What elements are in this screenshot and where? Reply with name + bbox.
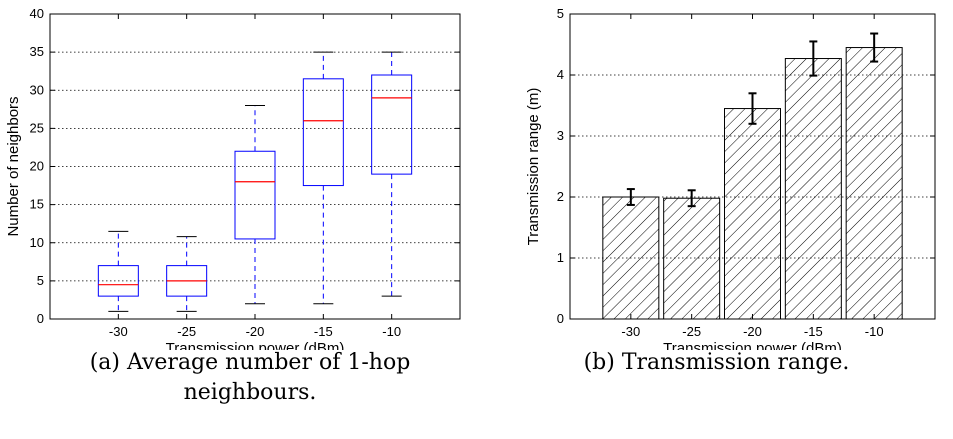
b-ylabel: Transmission range (m) xyxy=(525,88,542,246)
a-ytick-label: 10 xyxy=(30,235,44,250)
figure-a: 0 5 10 15 20 25 30 35 40 -30 -25 -20 -15 -10 Transmiss… xyxy=(5,6,461,408)
b-xtick-label: -30 xyxy=(621,324,640,339)
bar-group--30 xyxy=(602,188,660,320)
b-ytick-label: 4 xyxy=(557,67,564,82)
b-xtick-label: -20 xyxy=(743,324,762,339)
figure-b: 0 1 2 3 4 5 -30 -25 -20 -15 -10 Transmission power … xyxy=(480,0,953,439)
box-group--20 xyxy=(234,105,276,305)
a-xtick-label: -30 xyxy=(109,324,128,339)
a-ytick-label: 35 xyxy=(30,44,44,59)
b-ytick-label: 0 xyxy=(557,311,564,326)
box-group--15 xyxy=(302,51,344,305)
a-ytick-label: 25 xyxy=(30,120,44,135)
a-xtick-label: -20 xyxy=(246,324,265,339)
a-xtick-label: -15 xyxy=(314,324,333,339)
a-xlabel: Transmission power (dBm) xyxy=(166,340,345,350)
a-ytick-label: 5 xyxy=(37,273,44,288)
caption-a-line1: (a) Average number of 1-hop xyxy=(89,350,411,375)
b-ytick-label: 3 xyxy=(557,128,564,143)
bar-chart: 0 1 2 3 4 5 -30 -25 -20 -15 -10 Transmission power … xyxy=(525,6,936,350)
b-xlabel: Transmission power (dBm) xyxy=(663,340,842,350)
a-ytick-label: 30 xyxy=(30,82,44,97)
boxplot-chart: 0 5 10 15 20 25 30 35 40 -30 -25 -20 -15 -10 Transmiss… xyxy=(5,6,461,350)
caption-a: (a) Average number of 1-hop neighbours. xyxy=(40,348,460,408)
bar xyxy=(602,196,660,320)
a-xtick-label: -25 xyxy=(177,324,196,339)
caption-b-line: (b) Transmission range. xyxy=(583,350,850,375)
box-group--10 xyxy=(371,51,413,297)
b-ytick-label: 5 xyxy=(557,6,564,21)
b-ytick-label: 2 xyxy=(557,189,564,204)
a-xtick-label: -10 xyxy=(382,324,401,339)
bar xyxy=(724,108,781,320)
box-iqr xyxy=(97,265,139,297)
bar-group--20 xyxy=(724,92,781,320)
b-ytick-label: 1 xyxy=(557,250,564,265)
a-ytick-label: 40 xyxy=(30,6,44,21)
b-xtick-label: -15 xyxy=(804,324,823,339)
box-iqr xyxy=(302,78,344,187)
a-ytick-label: 15 xyxy=(30,197,44,212)
box-iqr xyxy=(234,150,276,240)
b-xtick-label: -25 xyxy=(682,324,701,339)
b-xtick-label: -10 xyxy=(865,324,884,339)
caption-b: (b) Transmission range. xyxy=(480,348,953,378)
bar-group--25 xyxy=(663,189,721,320)
box-iqr xyxy=(371,74,413,175)
box-group--30 xyxy=(97,230,139,312)
box-group--25 xyxy=(166,236,208,312)
a-ytick-label: 20 xyxy=(30,159,44,174)
caption-a-line2: neighbours. xyxy=(183,380,317,405)
bar xyxy=(845,47,903,320)
bar xyxy=(663,197,721,320)
a-ytick-label: 0 xyxy=(37,311,44,326)
a-ylabel: Number of neighbors xyxy=(5,96,22,236)
bar-group--15 xyxy=(784,40,842,320)
bar-group--10 xyxy=(845,32,903,320)
bar xyxy=(784,58,842,320)
